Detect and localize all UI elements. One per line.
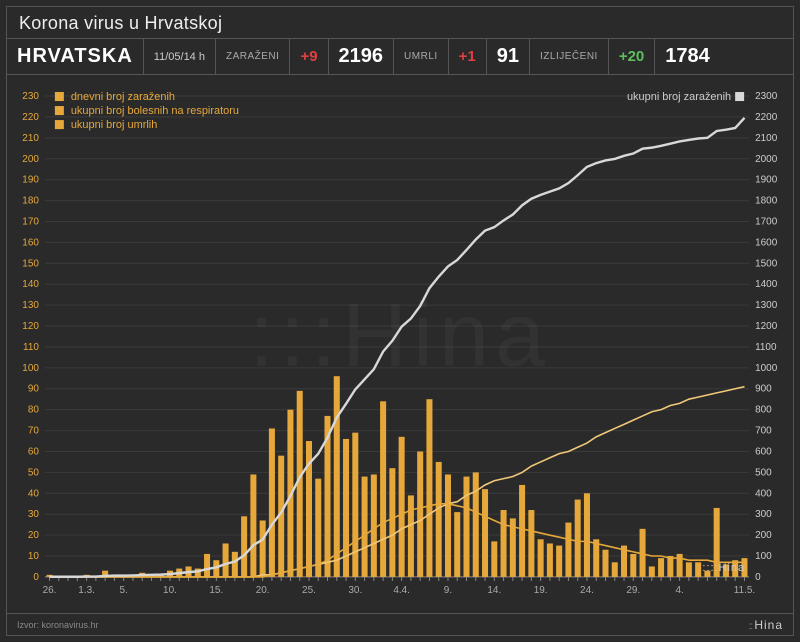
page-title: Korona virus u Hrvatskoj [19, 13, 781, 34]
recovered-total: 1784 [655, 39, 720, 74]
svg-text:300: 300 [755, 509, 772, 520]
svg-text:20.: 20. [256, 585, 270, 596]
svg-text:30.: 30. [348, 585, 362, 596]
datetime: 11/05/14 h [144, 39, 216, 74]
svg-text:2000: 2000 [755, 154, 778, 165]
svg-text:230: 230 [22, 91, 39, 102]
svg-text:180: 180 [22, 196, 39, 207]
svg-text:24.: 24. [580, 585, 594, 596]
svg-text:190: 190 [22, 175, 39, 186]
svg-text:150: 150 [22, 258, 39, 269]
svg-text:140: 140 [22, 279, 39, 290]
brand-logo: ::::Hina [748, 618, 783, 632]
svg-text:1500: 1500 [755, 258, 778, 269]
svg-text:1400: 1400 [755, 279, 778, 290]
svg-text:1600: 1600 [755, 237, 778, 248]
svg-text:0: 0 [33, 572, 39, 583]
svg-text:26.: 26. [43, 585, 57, 596]
svg-text:2200: 2200 [755, 112, 778, 123]
svg-text:4.4.: 4.4. [393, 585, 410, 596]
svg-text:25.: 25. [302, 585, 316, 596]
combo-chart: 0 10 20 30 40 50 60 70 80 90 100 110 120 130 140 150 160… [7, 82, 793, 611]
svg-text:70: 70 [28, 426, 40, 437]
infected-total: 2196 [329, 39, 395, 74]
svg-text:30: 30 [28, 509, 40, 520]
svg-text:11.5.: 11.5. [734, 585, 755, 596]
svg-text:2100: 2100 [755, 133, 778, 144]
svg-text:800: 800 [755, 405, 772, 416]
svg-text:1800: 1800 [755, 196, 778, 207]
chart-area: :::Hina 01020304050607080901001101201301… [7, 82, 793, 611]
svg-text:40: 40 [28, 488, 40, 499]
svg-text:50: 50 [28, 467, 40, 478]
svg-text:ukupni broj bolesnih na respir: ukupni broj bolesnih na respiratoru [71, 105, 239, 117]
svg-text:1000: 1000 [755, 363, 778, 374]
recovered-label: IZLIJEČENI [530, 39, 609, 74]
svg-text:200: 200 [755, 530, 772, 541]
svg-text:130: 130 [22, 300, 39, 311]
svg-text:700: 700 [755, 426, 772, 437]
recovered-delta: +20 [609, 39, 655, 74]
svg-text:60: 60 [28, 446, 40, 457]
svg-text:400: 400 [755, 488, 772, 499]
infected-delta: +9 [290, 39, 328, 74]
svg-text:2300: 2300 [755, 91, 778, 102]
svg-text:1200: 1200 [755, 321, 778, 332]
svg-text:::::Hina: ::::Hina [702, 562, 745, 574]
svg-text:100: 100 [755, 551, 772, 562]
svg-text:10: 10 [28, 551, 40, 562]
svg-text:29.: 29. [626, 585, 640, 596]
source-text: Izvor: koronavirus.hr [17, 620, 99, 630]
svg-text:160: 160 [22, 237, 39, 248]
svg-text:220: 220 [22, 112, 39, 123]
svg-text:15.: 15. [209, 585, 223, 596]
title-bar: Korona virus u Hrvatskoj [7, 7, 793, 39]
svg-text:100: 100 [22, 363, 39, 374]
svg-text:9.: 9. [444, 585, 452, 596]
svg-text:1.3.: 1.3. [78, 585, 95, 596]
svg-text:90: 90 [28, 384, 40, 395]
deaths-total: 91 [487, 39, 530, 74]
svg-text:900: 900 [755, 384, 772, 395]
footer: Izvor: koronavirus.hr ::::Hina [7, 613, 793, 635]
svg-text:1300: 1300 [755, 300, 778, 311]
svg-text:120: 120 [22, 321, 39, 332]
svg-text:1900: 1900 [755, 175, 778, 186]
svg-text:500: 500 [755, 467, 772, 478]
svg-text:1100: 1100 [755, 342, 777, 353]
svg-text:170: 170 [22, 216, 39, 227]
country-name: HRVATSKA [7, 39, 144, 74]
svg-text:19.: 19. [534, 585, 548, 596]
svg-text:1700: 1700 [755, 216, 778, 227]
svg-text:ukupni broj umrlih: ukupni broj umrlih [71, 119, 158, 131]
svg-text:80: 80 [28, 405, 40, 416]
infected-label: ZARAŽENI [216, 39, 290, 74]
svg-text:600: 600 [755, 446, 772, 457]
svg-text:210: 210 [22, 133, 39, 144]
deaths-delta: +1 [449, 39, 487, 74]
deaths-label: UMRLI [394, 39, 449, 74]
svg-text:dnevni broj zaraženih: dnevni broj zaraženih [71, 91, 175, 103]
svg-text:0: 0 [755, 572, 761, 583]
svg-text:14.: 14. [487, 585, 501, 596]
stats-bar: HRVATSKA 11/05/14 h ZARAŽENI +9 2196 UMR… [7, 39, 793, 75]
svg-text:4.: 4. [675, 585, 683, 596]
svg-text:5.: 5. [120, 585, 128, 596]
svg-text:20: 20 [28, 530, 40, 541]
svg-text:ukupni broj zaraženih: ukupni broj zaraženih [627, 91, 731, 103]
svg-text:110: 110 [23, 342, 39, 353]
svg-text:10.: 10. [163, 585, 177, 596]
svg-text:200: 200 [22, 154, 39, 165]
